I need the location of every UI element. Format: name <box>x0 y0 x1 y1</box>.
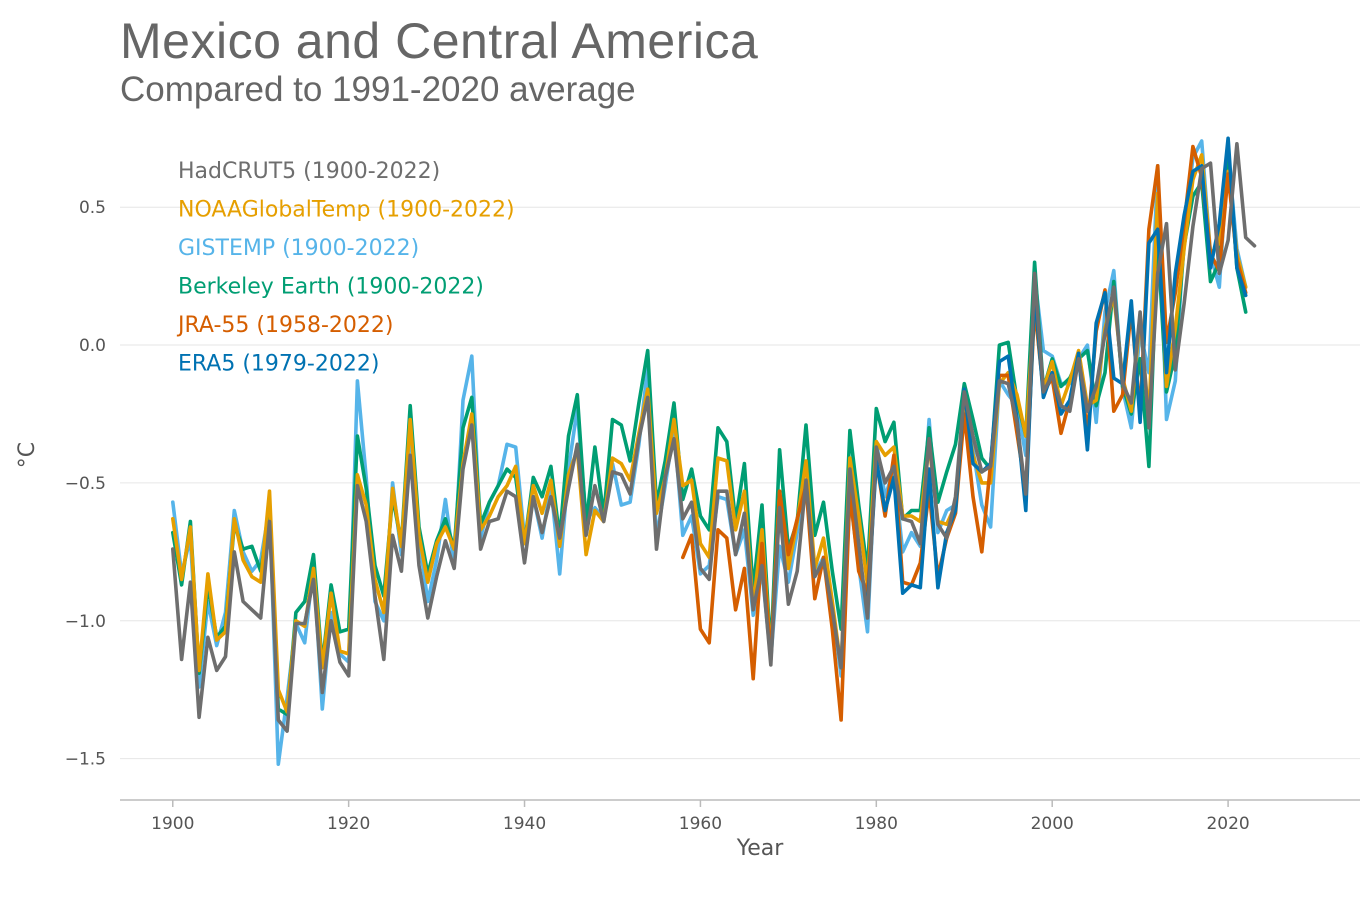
x-tick-label: 1980 <box>855 814 898 834</box>
legend-entry: ERA5 (1979-2022) <box>178 352 379 377</box>
x-tick-label: 1940 <box>503 814 546 834</box>
series-line-hadcrut5 <box>171 142 1257 733</box>
chart-subtitle: Compared to 1991-2020 average <box>120 70 636 109</box>
y-tick-label: 0.5 <box>79 198 106 218</box>
legend-entry: JRA-55 (1958-2022) <box>176 313 393 338</box>
x-tick-label: 1960 <box>679 814 722 834</box>
x-axis-title: Year <box>736 836 785 861</box>
x-tick-label: 1900 <box>151 814 194 834</box>
x-tick-label: 2020 <box>1206 814 1249 834</box>
chart-title: Mexico and Central America <box>120 13 759 69</box>
y-axis-title: °C <box>15 442 40 468</box>
legend-entry: NOAAGlobalTemp (1900-2022) <box>178 198 515 223</box>
y-tick-label: 0.0 <box>79 336 106 356</box>
legend: HadCRUT5 (1900-2022) NOAAGlobalTemp (1900… <box>176 159 515 377</box>
legend-entry: GISTEMP (1900-2022) <box>178 236 419 261</box>
legend-entry: HadCRUT5 (1900-2022) <box>178 159 440 184</box>
series-line-gistemp <box>171 139 1248 767</box>
x-tick-label: 2000 <box>1031 814 1074 834</box>
x-axis-ticks: 1900 1920 1940 1960 1980 2000 2020 <box>151 800 1250 834</box>
y-tick-label: −1.0 <box>65 612 106 632</box>
x-tick-label: 1920 <box>327 814 370 834</box>
y-tick-label: −1.5 <box>65 750 106 770</box>
y-axis-ticks: 0.5 0.0 −0.5 −1.0 −1.5 <box>65 198 106 769</box>
legend-entry: Berkeley Earth (1900-2022) <box>178 275 484 300</box>
series-lines <box>171 136 1257 767</box>
y-tick-label: −0.5 <box>65 474 106 494</box>
